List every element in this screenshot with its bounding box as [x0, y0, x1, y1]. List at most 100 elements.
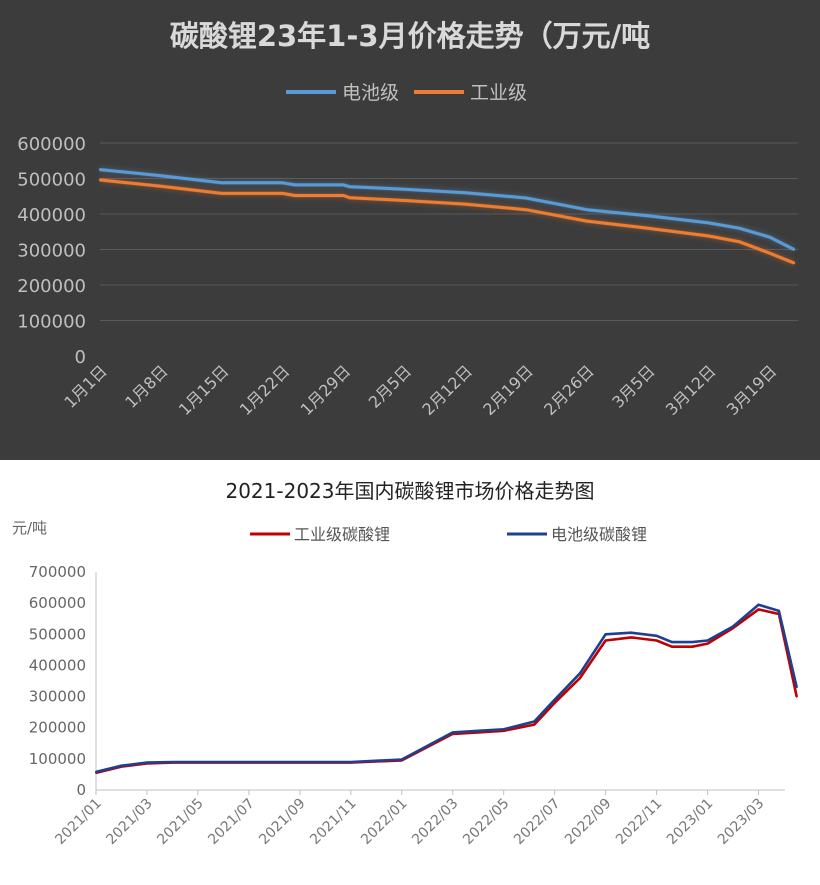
chart-2-point	[349, 761, 352, 763]
chart-1-point	[646, 214, 650, 217]
chart-2-point	[400, 758, 403, 761]
chart-2-point	[146, 761, 148, 764]
chart-2-x-tick-label: 2022/03	[409, 796, 461, 848]
chart-1-point	[220, 192, 223, 195]
chart-1-y-ticks: 600000 500000 400000 300000 200000 100000 0	[17, 134, 86, 368]
chart-2-point	[757, 603, 760, 606]
chart-2-line-battery	[95, 603, 798, 774]
chart-2-point	[604, 633, 607, 636]
chart-1-point	[707, 234, 710, 238]
chart-1-y-tick-label: 100000	[17, 312, 86, 333]
chart-2-point	[670, 641, 673, 644]
chart-1-point	[293, 194, 296, 197]
chart-2-x-tick-label: 2021/03	[103, 796, 155, 848]
chart-1-svg: 碳酸锂23年1-3月价格走势（万元/吨 电池级 工业级 600000 500000…	[17, 19, 798, 419]
chart-2-point	[604, 639, 607, 642]
chart-2-point	[477, 729, 480, 732]
chart-2-point	[630, 631, 633, 634]
chart-1-point	[464, 191, 467, 194]
legend-1-label-battery: 电池级	[342, 82, 399, 104]
chart-1-point	[98, 168, 102, 171]
chart-1-y-tick-label: 200000	[17, 276, 86, 297]
chart-2-point	[691, 641, 694, 644]
chart-1-point	[403, 188, 406, 191]
chart-1-point	[585, 219, 589, 223]
chart-2-x-tick-label: 2022/07	[511, 796, 563, 848]
chart-2-point	[777, 609, 780, 612]
chart-2-point	[655, 639, 658, 642]
chart-1-point	[403, 199, 406, 202]
chart-1-x-tick-label: 2月26日	[540, 361, 598, 419]
chart-1-x-tick-label: 1月8日	[121, 361, 171, 411]
chart-2-x-tick-label: 2021/05	[154, 796, 206, 848]
chart-2-point	[655, 634, 658, 637]
chart-1-x-tick-label: 3月12日	[662, 361, 720, 419]
chart-1-x-tick-label: 3月5日	[608, 361, 658, 411]
chart-1-x-tick-label: 2月12日	[418, 361, 476, 419]
chart-1-y-tick-label: 500000	[17, 170, 86, 191]
chart-2-y-tick-label: 0	[76, 781, 86, 799]
chart-1-gridlines	[100, 142, 798, 321]
chart-1-series	[98, 167, 796, 265]
legend-1-label-industrial: 工业级	[470, 82, 527, 104]
legend-2-label-industrial: 工业级碳酸锂	[294, 525, 390, 544]
chart-2-point	[691, 645, 694, 648]
chart-1-point	[348, 185, 351, 188]
chart-2-x-ticks: 2021/012021/032021/052021/072021/092021/…	[52, 790, 767, 848]
chart-2-point	[795, 686, 798, 689]
chart-2-point	[171, 761, 174, 763]
chart-2-point	[502, 728, 505, 731]
chart-1-y-tick-label: 600000	[17, 134, 86, 155]
chart-1-x-tick-label: 1月1日	[60, 361, 110, 411]
chart-1-title: 碳酸锂23年1-3月价格走势（万元/吨	[170, 19, 650, 53]
chart-2-y-tick-label: 500000	[29, 625, 86, 643]
chart-2-title: 2021-2023年国内碳酸锂市场价格走势图	[225, 479, 594, 503]
chart-1-point	[342, 194, 345, 197]
chart-2-panel: 2021-2023年国内碳酸锂市场价格走势图 元/吨 工业级碳酸锂 电池级碳酸锂…	[0, 460, 820, 885]
chart-1-point	[792, 248, 796, 251]
chart-1-point	[281, 181, 284, 184]
chart-2-x-tick-label: 2022/09	[562, 796, 614, 848]
chart-1-point	[464, 202, 467, 206]
chart-2-x-tick-label: 2021/11	[307, 796, 359, 848]
chart-1-legend: 电池级 工业级	[286, 82, 527, 104]
chart-1-point	[585, 208, 589, 211]
chart-2-point	[579, 672, 582, 675]
chart-1-point	[98, 178, 102, 182]
chart-2-point	[795, 695, 798, 698]
chart-2-point	[533, 723, 536, 726]
chart-1-x-tick-label: 2月19日	[479, 361, 537, 419]
chart-1-point	[524, 208, 528, 211]
chart-2-x-tick-label: 2021/09	[256, 796, 308, 848]
chart-2-y-tick-label: 400000	[29, 656, 86, 674]
chart-1-point	[348, 196, 351, 199]
chart-1-line-industrial	[99, 178, 795, 265]
chart-1-point	[159, 185, 163, 188]
legend-2-label-battery: 电池级碳酸锂	[551, 525, 647, 544]
chart-2-x-tick-label: 2023/01	[664, 796, 716, 848]
chart-2-point	[732, 625, 734, 628]
chart-1-point	[646, 227, 650, 230]
chart-1-point	[220, 181, 223, 184]
chart-1-point	[738, 240, 741, 243]
chart-2-point	[298, 761, 301, 763]
chart-2-x-tick-label: 2022/11	[613, 796, 665, 848]
chart-2-point	[706, 642, 709, 645]
chart-2-point	[553, 698, 556, 701]
chart-2-x-tick-label: 2021/01	[52, 796, 104, 848]
chart-2-point	[120, 764, 123, 767]
chart-2-legend: 工业级碳酸锂 电池级碳酸锂	[250, 525, 647, 544]
chart-1-point	[281, 192, 284, 195]
chart-1-point	[792, 261, 796, 265]
chart-2-point	[533, 720, 536, 723]
chart-2-point	[196, 761, 199, 763]
chart-2-x-tick-label: 2022/01	[358, 796, 410, 848]
chart-1-point	[707, 221, 710, 225]
chart-2-unit-label: 元/吨	[12, 519, 47, 537]
chart-2-svg: 2021-2023年国内碳酸锂市场价格走势图 元/吨 工业级碳酸锂 电池级碳酸锂…	[12, 479, 798, 848]
chart-2-y-tick-label: 600000	[29, 594, 86, 612]
chart-1-x-tick-label: 1月29日	[297, 361, 355, 419]
chart-1-x-tick-label: 2月5日	[365, 361, 415, 411]
chart-2-point	[451, 731, 454, 734]
chart-1-x-tick-label: 1月15日	[175, 361, 233, 419]
